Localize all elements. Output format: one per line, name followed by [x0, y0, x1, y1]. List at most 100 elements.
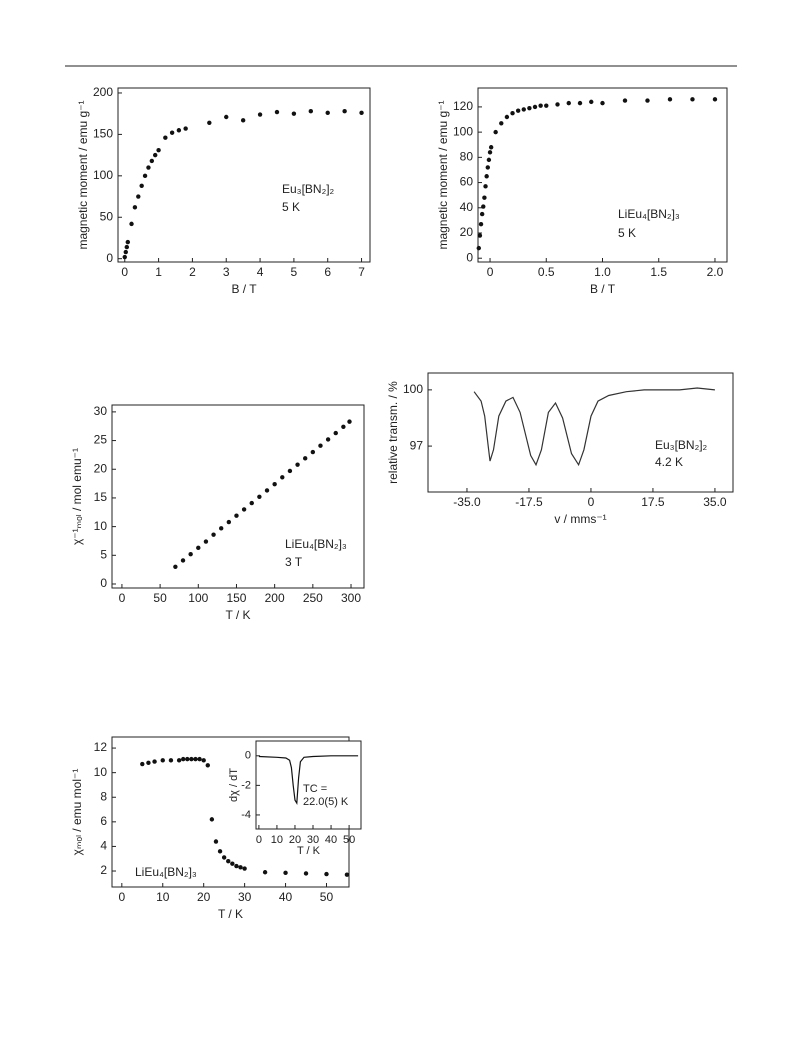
data-point	[600, 100, 605, 106]
data-point	[308, 109, 314, 114]
y-tick-label: 10	[94, 519, 108, 533]
data-point	[264, 488, 270, 493]
x-axis-label: T / K	[218, 907, 243, 921]
y-tick-label: 50	[100, 209, 114, 223]
data-point	[325, 437, 331, 442]
y-tick-label: 2	[100, 863, 107, 877]
data-point	[149, 158, 155, 164]
data-point	[344, 872, 350, 877]
annotation: 5 K	[618, 226, 636, 240]
x-tick-label: 30	[307, 834, 319, 846]
annotation: 3 T	[285, 555, 303, 569]
data-point	[153, 152, 158, 158]
data-point	[185, 756, 190, 762]
data-point	[324, 871, 329, 877]
data-point	[544, 103, 549, 108]
data-point	[122, 254, 127, 260]
data-point	[476, 245, 481, 251]
y-tick-label: 15	[94, 490, 108, 504]
data-point	[291, 111, 297, 116]
data-point	[645, 98, 650, 103]
data-point	[347, 419, 352, 424]
x-tick-label: -17.5	[515, 495, 543, 509]
y-tick-label: 150	[93, 127, 113, 141]
data-point	[242, 866, 247, 871]
data-point	[712, 97, 718, 102]
data-point	[272, 481, 277, 487]
annotation: LiEu₄[BN₂]₃	[618, 207, 680, 221]
data-point	[176, 128, 182, 133]
data-point	[234, 863, 239, 869]
data-point	[132, 205, 138, 210]
x-tick-label: 40	[325, 834, 337, 846]
data-point	[295, 462, 300, 467]
data-line	[258, 755, 359, 805]
y-tick-label: 200	[93, 85, 113, 99]
data-point	[499, 121, 504, 126]
x-tick-label: 0	[119, 591, 126, 605]
x-tick-label: 150	[226, 591, 246, 605]
data-point	[538, 103, 543, 108]
data-point	[173, 564, 178, 569]
data-point	[287, 468, 293, 474]
x-tick-label: 40	[279, 890, 293, 904]
y-axis-label: χₘₒₗ / emu mol⁻¹	[70, 769, 84, 856]
x-tick-label: 20	[289, 834, 301, 846]
data-point	[234, 513, 239, 518]
x-axis-label: B / T	[590, 282, 616, 296]
x-tick-label: 6	[324, 265, 331, 279]
plot-frame	[477, 87, 728, 263]
data-point	[221, 855, 227, 860]
x-tick-label: 1.5	[650, 265, 667, 279]
data-point	[146, 165, 151, 170]
x-tick-label: 50	[320, 890, 334, 904]
data-point	[257, 494, 262, 499]
data-point	[189, 756, 194, 762]
data-point	[303, 456, 308, 461]
y-tick-label: 12	[94, 740, 108, 754]
data-point	[193, 756, 198, 762]
data-point	[481, 204, 486, 209]
data-point	[219, 526, 224, 531]
annotation: Eu₃[BN₂]₂	[655, 438, 708, 452]
data-point	[482, 195, 487, 200]
y-tick-label: 0	[466, 250, 473, 264]
data-point	[483, 184, 488, 189]
data-point	[123, 249, 128, 255]
data-point	[274, 109, 280, 115]
data-point	[238, 865, 243, 870]
data-point	[504, 114, 510, 120]
chart: 0 1 2 3 4 5 6 7 0 50 100 150 200 B / T magnetic moment…	[76, 85, 371, 296]
y-tick-label: 40	[460, 200, 474, 214]
data-point	[125, 239, 131, 245]
y-tick-label: 60	[460, 175, 474, 189]
annotation: Eu₃[BN₂]₂	[282, 182, 335, 196]
x-tick-label: 250	[303, 591, 323, 605]
x-tick-label: 5	[291, 265, 298, 279]
data-point	[318, 443, 323, 448]
data-point	[484, 174, 489, 179]
data-point	[333, 430, 338, 436]
x-tick-label: 50	[153, 591, 167, 605]
data-point	[493, 129, 498, 135]
chart: 0 0.5 1.0 1.5 2.0 0 20 40 60 80 100 120 B / T magneti…	[436, 87, 728, 296]
data-point	[188, 551, 193, 557]
data-point	[249, 500, 254, 506]
data-point	[515, 108, 521, 113]
y-tick-label: 8	[100, 789, 107, 803]
plot-frame	[427, 372, 734, 493]
y-tick-label: -2	[241, 779, 251, 791]
data-point	[622, 98, 628, 103]
data-point	[163, 135, 168, 140]
data-point	[488, 145, 494, 150]
annotation: 22.0(5) K	[303, 796, 349, 808]
x-tick-label: 2	[189, 265, 196, 279]
y-tick-label: 120	[453, 99, 473, 113]
data-point	[310, 449, 316, 455]
data-point	[211, 532, 216, 537]
x-tick-label: 1	[155, 265, 162, 279]
data-point	[136, 194, 141, 199]
data-point	[479, 211, 485, 217]
data-point	[566, 100, 571, 106]
